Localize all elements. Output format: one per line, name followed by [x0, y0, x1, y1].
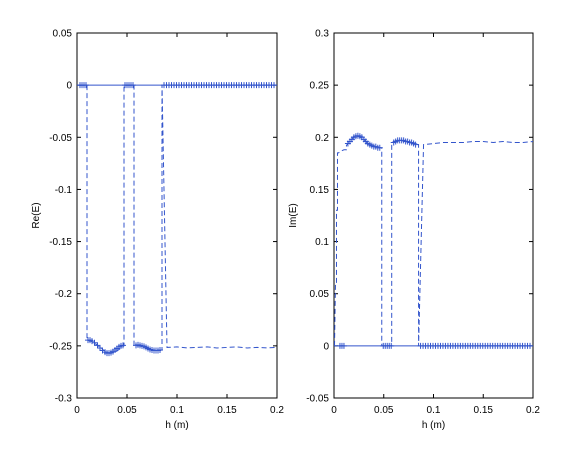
re-e-y-tick-label: -0.25 — [49, 341, 72, 352]
re-e-marker — [120, 342, 126, 349]
im-e-y-tick-label: 0.05 — [310, 289, 330, 300]
re-e-y-tick-label: -0.05 — [49, 133, 72, 144]
im-e-x-tick-label: 0.05 — [374, 405, 394, 416]
im-e-y-tick-label: 0.3 — [315, 29, 329, 40]
re-e-panel: 0 0.05 0.1 0.15 0.2 0.05 0 -0.05 -0.1 -0.15 -0.2 -0… — [31, 29, 284, 432]
re-e-x-axis-label: h (m) — [165, 420, 188, 431]
re-e-marker — [157, 347, 163, 354]
im-e-x-tick-label: 0.1 — [427, 405, 441, 416]
re-e-marker — [271, 82, 277, 89]
im-e-y-tick-label: 0.25 — [310, 81, 330, 92]
im-e-marker — [412, 141, 419, 148]
re-e-y-tick-label: -0.3 — [55, 394, 73, 405]
im-e-marker — [340, 342, 347, 349]
re-e-y-tick-label: -0.15 — [49, 237, 72, 248]
im-e-x-tick-label: 0.2 — [526, 405, 540, 416]
im-e-x-tick-label: 0.15 — [474, 405, 494, 416]
im-e-x-axis-label: h (m) — [422, 420, 445, 431]
re-e-y-tick-label: 0.05 — [53, 29, 73, 40]
re-e-x-tick-label: 0.1 — [170, 405, 184, 416]
im-e-y-axis-label: Im(E) — [288, 203, 299, 227]
re-e-y-tick-label: -0.1 — [55, 185, 73, 196]
re-e-y-tick-label: 0 — [66, 81, 72, 92]
im-e-x-tick-label: 0 — [331, 405, 337, 416]
im-e-y-tick-label: -0.05 — [306, 394, 329, 405]
re-e-marker — [130, 82, 136, 89]
re-e-x-tick-label: 0 — [74, 405, 80, 416]
im-e-y-tick-label: 0.1 — [315, 237, 329, 248]
im-e-marker — [376, 144, 383, 151]
im-e-y-tick-label: 0.15 — [310, 185, 330, 196]
re-e-y-tick-label: -0.2 — [55, 289, 73, 300]
re-e-series-dashed — [79, 84, 278, 354]
im-e-axes-box — [333, 32, 534, 399]
im-e-y-tick-label: 0 — [323, 341, 329, 352]
im-e-marker — [388, 342, 395, 349]
im-e-panel: 0 0.05 0.1 0.15 0.20.30.250.20.150.10.050-0.… — [288, 29, 540, 432]
re-e-x-tick-label: 0.2 — [270, 405, 284, 416]
re-e-axes-box — [76, 32, 278, 399]
re-e-marker — [91, 339, 98, 346]
im-e-y-tick-label: 0.2 — [315, 133, 329, 144]
re-e-y-axis-label: Re(E) — [31, 202, 42, 228]
re-e-marker — [83, 82, 89, 89]
im-e-marker — [527, 342, 534, 349]
re-e-x-tick-label: 0.15 — [217, 405, 237, 416]
re-e-x-tick-label: 0.05 — [117, 405, 137, 416]
